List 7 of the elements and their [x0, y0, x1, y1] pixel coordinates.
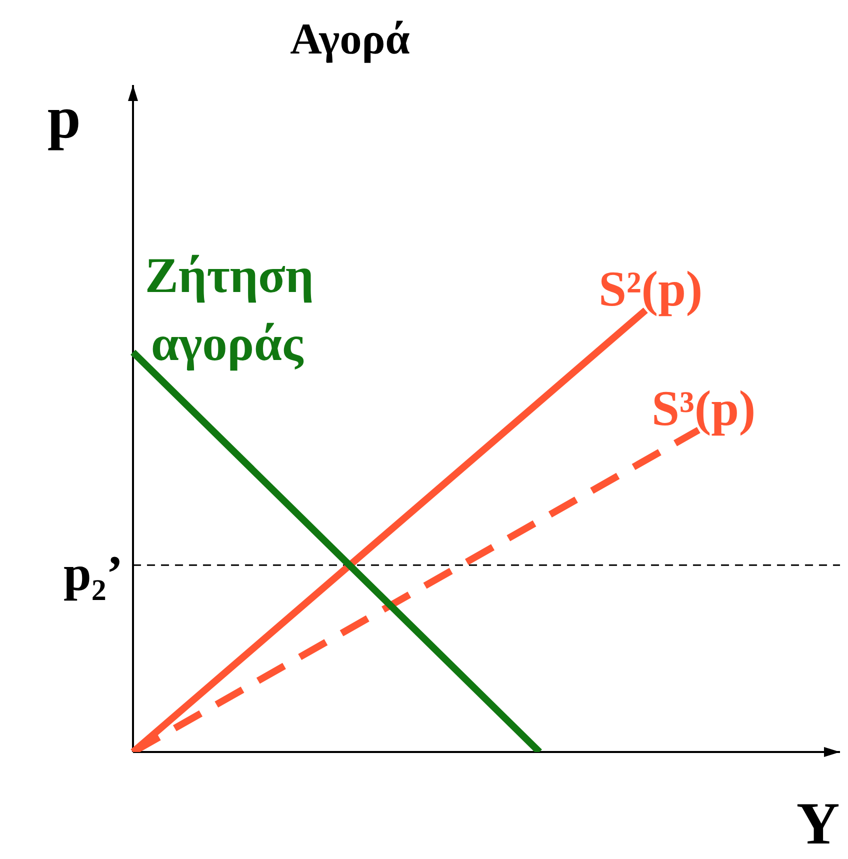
series-label: S³(p)	[652, 380, 756, 436]
series-label: S²(p)	[598, 260, 703, 316]
chart-title: Αγορά	[290, 14, 410, 64]
series-label: Ζήτηση αγοράς	[145, 247, 314, 372]
x-axis-title: Y	[796, 790, 840, 856]
y-axis-title: p	[47, 84, 81, 150]
ref-line-label: p₂’	[64, 545, 123, 602]
